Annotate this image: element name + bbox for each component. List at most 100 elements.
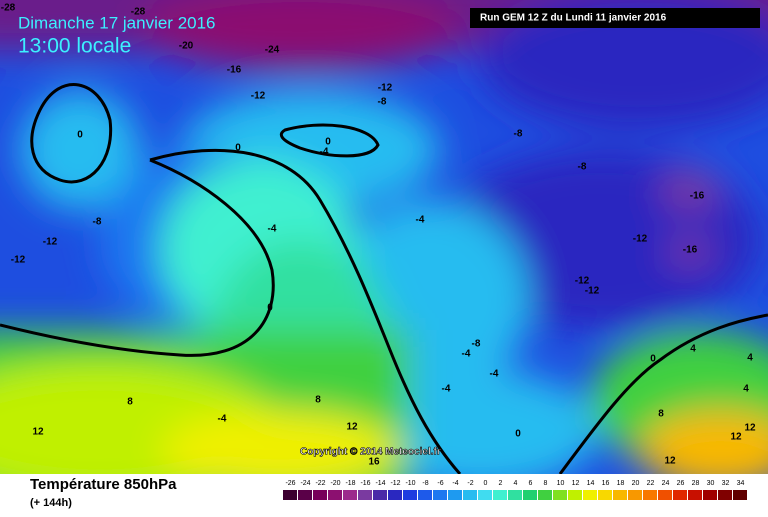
scale-label: 34 (737, 480, 745, 487)
contour-label: 16 (368, 457, 380, 468)
zero-isotherm (279, 123, 380, 158)
scale-label: 14 (587, 480, 595, 487)
scale-label: -20 (330, 480, 340, 487)
scale-label: -4 (452, 480, 458, 487)
contour-label: -16 (683, 245, 698, 256)
scale-swatch (313, 490, 327, 500)
scale-swatch (553, 490, 567, 500)
scale-swatch (403, 490, 417, 500)
contour-label: -4 (416, 215, 425, 226)
scale-swatch (673, 490, 687, 500)
contour-label: -12 (11, 255, 26, 266)
scale-swatch (523, 490, 537, 500)
scale-label: -8 (422, 480, 428, 487)
scale-label: -24 (300, 480, 310, 487)
contour-label: 4 (747, 353, 753, 364)
scale-label: -22 (315, 480, 325, 487)
scale-swatch (508, 490, 522, 500)
contour-label: -16 (690, 191, 705, 202)
contour-label: 8 (315, 395, 321, 406)
date: Dimanche 17 janvier 2016 (18, 13, 216, 32)
scale-swatch (718, 490, 732, 500)
scale-label: -16 (360, 480, 370, 487)
contour-label: -8 (378, 97, 387, 108)
contour-label: -28 (131, 7, 146, 18)
scale-label: -2 (467, 480, 473, 487)
scale-label: 12 (572, 480, 580, 487)
scale-label: 4 (514, 480, 518, 487)
scale-swatch (328, 490, 342, 500)
scale-label: -14 (375, 480, 385, 487)
time: 13:00 locale (18, 35, 131, 58)
contour-label: -12 (251, 91, 266, 102)
contour-label: 8 (127, 397, 133, 408)
scale-swatch (373, 490, 387, 500)
contour-label: 12 (744, 423, 756, 434)
contour-label: -12 (633, 234, 648, 245)
zero-isotherm (0, 158, 275, 357)
scale-label: 30 (707, 480, 715, 487)
scale-swatch (613, 490, 627, 500)
contour-label: -28 (1, 3, 16, 14)
contour-label: -16 (227, 65, 242, 76)
contour-label: -8 (578, 162, 587, 173)
scale-swatch (418, 490, 432, 500)
run-info: Run GEM 12 Z du Lundi 11 janvier 2016 (480, 13, 667, 24)
run-box (470, 8, 760, 28)
zero-isotherm (558, 313, 768, 474)
contour-label: -8 (472, 339, 481, 350)
contour-label: 12 (346, 422, 358, 433)
scale-swatch (298, 490, 312, 500)
scale-label: 18 (617, 480, 625, 487)
contour-label: -4 (462, 349, 471, 360)
contour-label: -4 (490, 369, 499, 380)
scale-swatch (538, 490, 552, 500)
scale-swatch (703, 490, 717, 500)
contour-label: 12 (32, 427, 44, 438)
scale-swatch (658, 490, 672, 500)
scale-label: 2 (499, 480, 503, 487)
scale-swatch (583, 490, 597, 500)
zero-isotherm (149, 148, 462, 474)
contour-label: 4 (743, 384, 749, 395)
contour-label: 0 (235, 143, 241, 154)
contour-label: 0 (325, 137, 331, 148)
scale-label: -12 (390, 480, 400, 487)
scale-label: 24 (662, 480, 670, 487)
contour-label: -12 (575, 276, 590, 287)
contour-label: 4 (690, 344, 696, 355)
scale-label: -18 (345, 480, 355, 487)
scale-label: 26 (677, 480, 685, 487)
scale-swatch (448, 490, 462, 500)
scale-label: 10 (557, 480, 565, 487)
scale-label: -6 (437, 480, 443, 487)
scale-swatch (433, 490, 447, 500)
contour-label: 0 (515, 429, 521, 440)
contour-label: -12 (378, 83, 393, 94)
scale-label: 32 (722, 480, 730, 487)
contour-label: -4 (268, 224, 277, 235)
lead-time: (+ 144h) (30, 497, 72, 509)
copyright: Copyright © 2014 Meteociel.fr (300, 447, 441, 458)
contour-label: -4 (218, 414, 227, 425)
scale-swatch (358, 490, 372, 500)
contour-label: 12 (730, 432, 742, 443)
contour-label: -12 (43, 237, 58, 248)
color-scale: -26 -24 -22 -20 -18 -16 -14 -12 -10 -8 -6 -4 -2 0 2 4 6 8… (283, 480, 747, 500)
scale-swatch (733, 490, 747, 500)
zero-isotherm (30, 83, 113, 184)
scale-swatch (598, 490, 612, 500)
scale-label: 22 (647, 480, 655, 487)
contour-label: -8 (93, 217, 102, 228)
scale-label: 20 (632, 480, 640, 487)
contour-label: 0 (267, 303, 273, 314)
scale-swatch (643, 490, 657, 500)
scale-swatch (463, 490, 477, 500)
contour-label: 0 (77, 130, 83, 141)
contour-label: 0 (650, 354, 656, 365)
scale-label: 16 (602, 480, 610, 487)
scale-swatch (688, 490, 702, 500)
contour-label: -8 (514, 129, 523, 140)
scale-label: 28 (692, 480, 700, 487)
